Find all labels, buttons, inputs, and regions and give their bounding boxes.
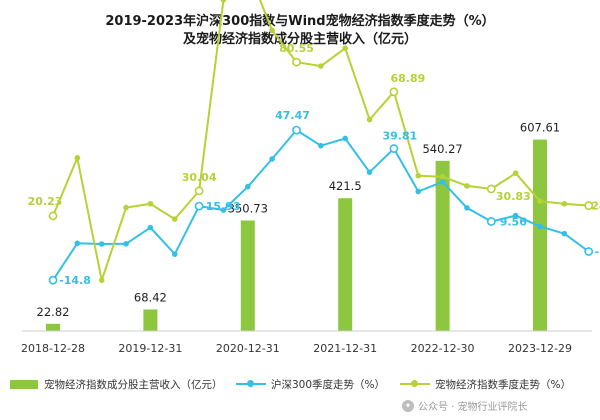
chart-area: 22.82 68.42 350.73 421.5 540.27 607.61 2018-12… [21, 0, 600, 355]
pet-point [561, 200, 568, 207]
revenue-bar-label: 22.82 [37, 305, 70, 319]
pet-point [74, 155, 81, 161]
pet-point [439, 173, 446, 180]
revenue-bar [338, 198, 353, 331]
pet-point [98, 277, 105, 284]
x-tick-label: 2021-12-31 [313, 342, 377, 355]
revenue-bar-label: 68.42 [134, 290, 167, 304]
pet-data-label: 68.89 [391, 72, 426, 85]
pet-data-label: 30.04 [182, 171, 217, 184]
hs300-data-label: 15.93 [206, 200, 241, 213]
revenue-bar [533, 139, 547, 331]
pet-point [537, 198, 543, 204]
hs300-point [512, 212, 519, 219]
revenue-bar [46, 323, 60, 331]
pet-data-label: 80.55 [279, 42, 314, 55]
pet-point [147, 200, 154, 207]
hs300-data-label: 47.47 [275, 109, 310, 122]
hs300-point [194, 201, 204, 211]
hs300-point [147, 224, 154, 231]
pet-point [486, 184, 496, 194]
legend-swatch-hs300 [236, 379, 266, 389]
hs300-point [171, 251, 178, 257]
chart-subtitle: 及宠物经济指数成分股主营收入（亿元） [182, 32, 417, 47]
hs300-point [561, 230, 568, 237]
pet-point [48, 211, 58, 221]
watermark-text: 公众号 · 宠物行业评院长 [418, 402, 528, 413]
legend-label-revenue: 宠物经济指数成分股主营收入（亿元） [44, 378, 223, 391]
legend-item-revenue: 宠物经济指数成分股主营收入（亿元） [10, 373, 223, 395]
legend: 宠物经济指数成分股主营收入（亿元） 沪深300季度走势（%） 宠物经济指数季度走… [0, 373, 600, 395]
pet-point [292, 57, 301, 67]
chart-title: 2019-2023年沪深300指数与Wind宠物经济指数季度走势（%） [105, 14, 495, 29]
hs300-point [220, 207, 227, 213]
pet-data-label: 24.28 [591, 200, 600, 213]
hs300-point [366, 169, 373, 175]
hs300-point [48, 275, 58, 285]
x-tick-label: 2018-12-28 [21, 342, 85, 355]
x-tick-label: 2023-12-29 [508, 342, 572, 355]
revenue-bar [143, 309, 158, 331]
revenue-bar-label: 350.73 [228, 202, 268, 216]
hs300-point [123, 240, 129, 247]
hs300-data-label: 39.81 [383, 130, 418, 143]
pet-point [415, 172, 422, 179]
x-tick-label: 2019-12-31 [118, 342, 182, 355]
hs300-point [464, 205, 470, 211]
revenue-bar [240, 220, 255, 331]
legend-label-hs300: 沪深300季度走势（%） [271, 378, 386, 391]
revenue-bar-label: 607.61 [520, 121, 560, 135]
pet-point [366, 116, 373, 123]
hs300-point [439, 179, 446, 185]
pet-data-label: 20.23 [28, 195, 63, 208]
revenue-bar-label: 540.27 [422, 142, 462, 156]
legend-item-hs300: 沪深300季度走势（%） [236, 373, 385, 395]
pet-data-label: 30.83 [496, 190, 531, 203]
hs300-point [342, 135, 349, 142]
revenue-bar-label: 421.5 [329, 179, 362, 193]
x-tick-label: 2020-12-31 [216, 342, 280, 355]
revenue-bar [435, 160, 450, 331]
hs300-point [486, 217, 496, 226]
pet-point [269, 27, 275, 34]
pet-point [123, 204, 129, 211]
pet-point [464, 183, 470, 189]
hs300-data-label: -14.8 [59, 274, 91, 287]
hs300-point [292, 125, 301, 135]
hs300-point [98, 241, 105, 247]
hs300-point [318, 142, 324, 149]
hs300-data-label: 9.56 [500, 215, 527, 228]
legend-label-pet: 宠物经济指数季度走势（%） [435, 378, 571, 391]
pet-point [342, 45, 349, 51]
pet-point [318, 63, 324, 69]
pet-point [584, 201, 594, 210]
pet-point [194, 186, 204, 196]
hs300-point [584, 247, 594, 256]
pet-point [512, 170, 519, 176]
pet-point [389, 87, 399, 97]
hs300-point [74, 240, 81, 247]
hs300-point [415, 188, 422, 195]
legend-swatch-pet [400, 379, 430, 389]
hs300-point [537, 223, 543, 230]
hs300-line [52, 129, 590, 281]
x-tick-label: 2022-12-30 [411, 342, 475, 355]
pet-point [220, 0, 227, 3]
hs300-point [245, 183, 251, 190]
legend-item-pet: 宠物经济指数季度走势（%） [400, 373, 571, 395]
watermark: ✦ 公众号 · 宠物行业评院长 [402, 398, 528, 413]
legend-swatch-revenue [10, 379, 38, 389]
pet-point [171, 216, 178, 222]
hs300-point [269, 156, 275, 162]
hs300-data-label: -2.9 [595, 245, 600, 258]
hs300-point [389, 144, 399, 153]
wechat-icon: ✦ [402, 399, 414, 412]
